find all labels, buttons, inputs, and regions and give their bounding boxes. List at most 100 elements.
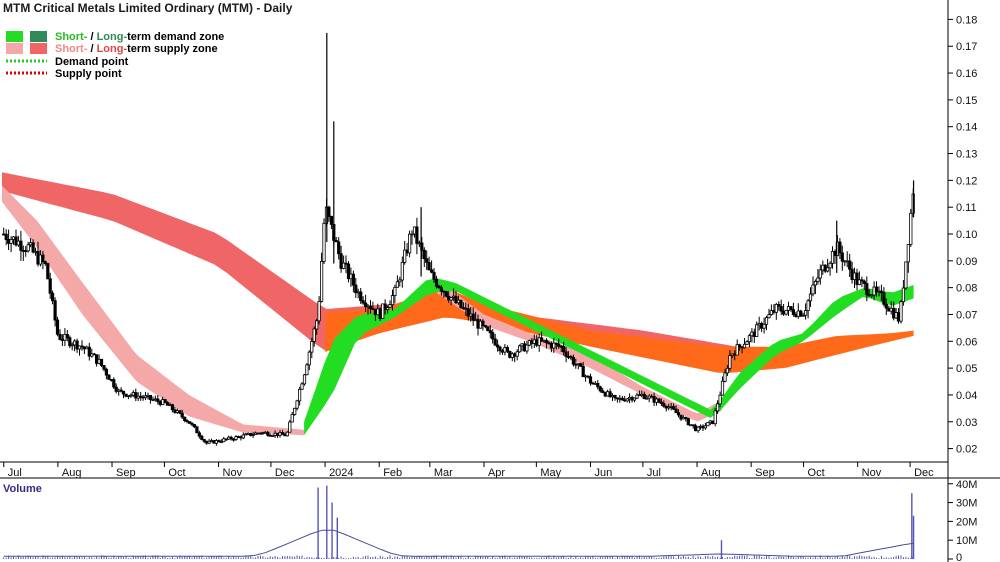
candle-body (901, 287, 906, 303)
candle-body (796, 310, 800, 317)
candle-body (786, 306, 791, 311)
candle-body (728, 355, 732, 369)
candle-body (317, 300, 321, 322)
date-tick-label: Sep (116, 467, 136, 479)
candle-body (508, 350, 512, 358)
candle-body (398, 279, 402, 283)
candle-body (513, 353, 517, 357)
candle-body (381, 303, 385, 319)
candle-body (427, 262, 431, 271)
candle-body (711, 420, 715, 424)
candle-body (300, 383, 304, 390)
date-tick-label: Aug (701, 467, 721, 479)
candle-body (383, 303, 387, 310)
price-tick-label: 0.03 (956, 417, 977, 429)
price-tick-label: 0.17 (956, 41, 977, 53)
candle-body (229, 436, 233, 440)
date-tick-label: Apr (488, 467, 505, 479)
legend-supply-zone: Short- / Long-term supply zone (55, 43, 218, 55)
volume-average-line (3, 529, 914, 557)
candle-body (852, 272, 857, 280)
candle-body (720, 380, 725, 396)
candle-body (366, 305, 370, 308)
candle-body (337, 241, 341, 255)
candle-body (410, 233, 414, 236)
candle-body (574, 363, 578, 366)
candle-body (498, 346, 502, 352)
candle-body (351, 273, 356, 286)
candle-body (305, 364, 309, 376)
candle-body (180, 412, 184, 418)
candle-body (219, 441, 223, 444)
candle-body (667, 406, 671, 409)
candle-body (58, 333, 62, 340)
candle-body (400, 261, 404, 281)
candle-body (694, 425, 698, 432)
price-tick-label: 0.13 (956, 149, 977, 161)
candle-body (686, 418, 690, 426)
candle-body (889, 307, 893, 312)
candle-body (662, 403, 666, 407)
candle-body (904, 261, 908, 289)
candle-body (801, 314, 805, 317)
candle-body (368, 305, 373, 309)
candle-body (540, 337, 544, 342)
candle-body (596, 382, 600, 388)
candle-body (779, 305, 783, 312)
candle-body (405, 249, 409, 254)
candle-body (598, 386, 602, 392)
candle-body (310, 340, 314, 353)
candle-body (187, 421, 192, 424)
candle-body (107, 374, 111, 380)
candle-body (143, 395, 148, 399)
candle-body (38, 254, 43, 265)
candle-body (486, 326, 490, 331)
candle-body (339, 253, 343, 269)
candle-body (454, 295, 458, 304)
candle-body (476, 318, 480, 329)
candle-body (723, 372, 727, 382)
candle-body (584, 375, 588, 378)
candle-body (544, 340, 549, 344)
chart-title: MTM Critical Metals Limited Ordinary (MT… (3, 1, 293, 15)
candle-body (867, 294, 871, 297)
candle-body (70, 344, 74, 347)
candle-body (9, 238, 13, 244)
price-axis-ticks: 0.02 0.03 0.04 0.05 0.06 0.07 0.08 0.09 0.10 0.11… (948, 14, 977, 456)
date-tick-label: Mar (434, 467, 453, 479)
candle-body (82, 346, 86, 350)
candle-body (263, 431, 267, 434)
candle-body (735, 344, 739, 356)
date-tick-label: Feb (383, 467, 402, 479)
candle-body (390, 295, 395, 306)
candle-body (698, 425, 703, 428)
candle-body (19, 240, 23, 251)
candle-body (395, 281, 400, 288)
candle-body (114, 386, 118, 392)
candle-body (826, 267, 830, 272)
candle-body (363, 302, 368, 307)
candle-body (112, 379, 116, 388)
candle-body (909, 212, 913, 245)
candle-body (344, 262, 348, 265)
candle-body (432, 271, 436, 280)
candle-body (129, 394, 133, 397)
candle-body (879, 290, 884, 294)
candle-body (640, 393, 644, 396)
candle-body (579, 363, 583, 367)
volume-tick-label: 30M (956, 498, 977, 510)
candle-body (341, 262, 346, 269)
candle-body (11, 236, 16, 240)
candle-body (190, 422, 194, 425)
candle-body (813, 280, 818, 286)
candle-body (192, 424, 196, 428)
price-tick-label: 0.15 (956, 95, 977, 107)
legend-swatch-short-demand (6, 31, 23, 42)
candle-body (268, 434, 272, 437)
date-tick-label: May (540, 467, 561, 479)
price-tick-label: 0.10 (956, 229, 977, 241)
candle-body (591, 382, 595, 385)
candle-body (53, 300, 57, 321)
candle-body (899, 301, 903, 322)
candle-body (24, 250, 28, 253)
